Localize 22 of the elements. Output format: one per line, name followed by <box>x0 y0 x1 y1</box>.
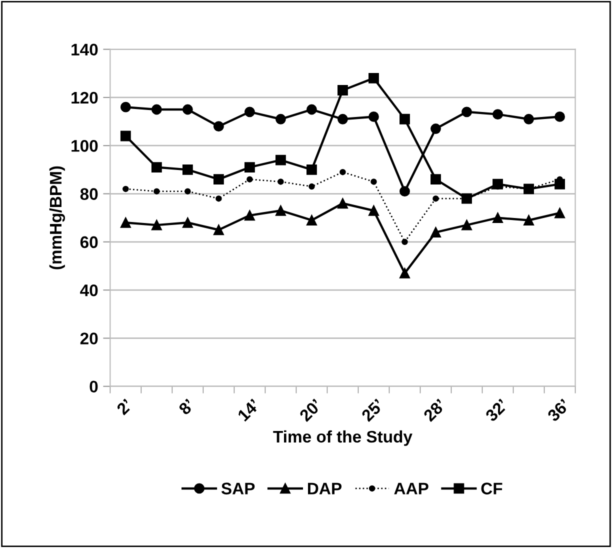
x-tick-label: 28’ <box>422 398 446 422</box>
y-tick-label: 120 <box>72 92 98 104</box>
x-tick-label: 25’ <box>360 398 384 422</box>
legend-label: AAP <box>394 482 428 494</box>
legend-label: SAP <box>221 482 255 494</box>
y-tick-label: 140 <box>72 44 98 56</box>
x-tick-label: 8’ <box>178 398 195 416</box>
y-tick-label: 60 <box>80 236 98 248</box>
x-axis-title: Time of the Study <box>273 430 412 446</box>
y-tick-label: 0 <box>90 380 98 393</box>
x-tick-label: 14’ <box>237 398 260 422</box>
x-tick-label: 20’ <box>298 398 322 422</box>
legend-label: CF <box>481 482 502 494</box>
x-tick-label: 2’ <box>116 398 133 416</box>
x-tick-label: 36’ <box>546 398 570 422</box>
y-tick-label: 100 <box>72 140 98 152</box>
y-tick-label: 40 <box>80 284 98 296</box>
y-axis-title: (mmHg/BPM) <box>49 166 65 270</box>
y-tick-label: 80 <box>80 188 98 200</box>
legend-label: DAP <box>308 482 342 494</box>
y-tick-label: 20 <box>80 332 98 344</box>
x-tick-label: 32’ <box>484 398 508 422</box>
